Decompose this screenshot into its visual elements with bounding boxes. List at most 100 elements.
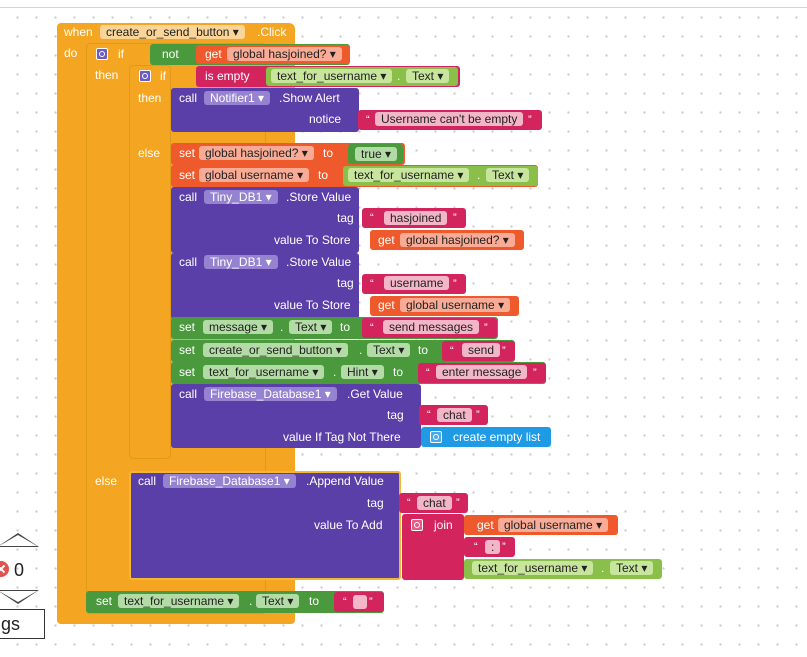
call-label: call [179,91,198,105]
quote-open: “ [450,345,454,357]
text-literal-field[interactable]: chat [437,408,472,422]
variable-dropdown[interactable]: global username ▾ [498,518,609,532]
when-label: when [64,25,93,39]
event-component-dropdown[interactable]: create_or_send_button ▾ [100,25,245,39]
method-name: .Append Value [306,474,384,488]
gear-icon[interactable] [96,48,108,60]
text-literal-field[interactable]: : [485,540,501,554]
variable-name: global username [205,168,294,182]
component-dropdown[interactable]: Tiny_DB1 ▾ [204,190,278,204]
dropdown-arrow-icon: ▾ [498,298,505,312]
component-name: text_for_username [354,168,455,182]
dropdown-arrow-icon: ▾ [517,168,524,182]
dropdown-arrow-icon: ▾ [380,69,387,83]
quote-open: “ [370,322,374,334]
component-dropdown[interactable]: text_for_username ▾ [118,594,240,608]
value-if-not-there-label: value If Tag Not There [283,430,401,444]
error-icon[interactable] [0,561,9,577]
dropdown-arrow-icon: ▾ [261,320,268,334]
create-empty-list-block[interactable] [421,427,551,447]
property-name: Text [262,594,285,608]
then-label-inner: then [138,91,162,105]
call-label: call [179,387,198,401]
text-literal-field[interactable]: chat [417,496,452,510]
warning-prev-arrow-icon[interactable] [0,533,39,547]
text-literal-field[interactable]: username [384,276,450,290]
tag-label: tag [367,496,384,510]
property-dropdown[interactable]: Text ▾ [289,320,333,334]
get-label: get [378,233,395,247]
call-firebase-append-value[interactable] [129,471,401,580]
gear-icon[interactable] [139,70,151,82]
property-dropdown[interactable]: Text ▾ [256,594,300,608]
set-label: set [179,168,196,182]
gear-icon[interactable] [430,431,442,443]
method-name: .Store Value [286,190,352,204]
dropdown-arrow-icon: ▾ [581,561,588,575]
tag-label: tag [337,211,354,225]
variable-dropdown-hasjoined[interactable]: global hasjoined? ▾ [227,47,342,61]
do-label: do [64,46,78,60]
component-dropdown[interactable]: text_for_username ▾ [271,69,393,83]
component-dropdown[interactable]: text_for_username ▾ [472,561,594,575]
dropdown-arrow-icon: ▾ [371,365,378,379]
quote-close: ” [502,345,506,357]
variable-dropdown[interactable]: global hasjoined? ▾ [199,146,314,160]
property-dropdown[interactable]: Text ▾ [486,168,530,182]
else-label-outer: else [95,474,118,488]
quote-open: “ [474,541,478,553]
variable-dropdown[interactable]: global username ▾ [400,298,511,312]
component-dropdown[interactable]: Notifier1 ▾ [204,91,271,105]
text-literal-field[interactable]: Username can't be empty [375,112,524,126]
property-dropdown[interactable]: Text ▾ [610,561,654,575]
dropdown-arrow-icon: ▾ [398,343,405,357]
call-label: call [179,190,198,204]
component-name: Tiny_DB1 [210,255,263,269]
dropdown-arrow-icon: ▾ [320,320,327,334]
call-label: call [179,255,198,269]
component-dropdown[interactable]: text_for_username ▾ [203,365,325,379]
text-literal-field[interactable]: send messages [383,320,480,334]
component-dropdown[interactable]: create_or_send_button ▾ [203,343,348,357]
variable-name: global username [504,518,593,532]
property-dropdown[interactable]: Text ▾ [406,69,450,83]
quote-close: ” [456,497,460,509]
component-dropdown[interactable]: Firebase_Database1 ▾ [163,474,296,488]
join-label: join [434,518,453,532]
warning-next-arrow-icon[interactable] [0,590,39,604]
gear-icon[interactable] [411,519,423,531]
text-literal-field[interactable]: enter message [436,365,528,379]
event-component-name: create_or_send_button [106,25,230,39]
variable-dropdown[interactable]: global username ▾ [199,168,310,182]
component-dropdown[interactable]: message ▾ [203,320,274,334]
if-block-inner[interactable] [129,65,171,459]
workspace-top-border [0,7,807,8]
if-label: if [118,47,124,61]
component-name: Tiny_DB1 [210,190,263,204]
to-label: to [393,365,404,379]
variable-dropdown[interactable]: global hasjoined? ▾ [400,233,515,247]
component-dropdown[interactable]: text_for_username ▾ [348,168,470,182]
quote-close: ” [528,114,532,126]
dot-separator: . [280,320,284,334]
text-literal-field[interactable]: send [462,343,501,357]
component-dropdown[interactable]: Firebase_Database1 ▾ [204,387,337,401]
dot-separator: . [249,594,253,608]
quote-close: ” [502,541,506,553]
text-literal-field[interactable]: hasjoined [384,211,448,225]
dropdown-arrow-icon: ▾ [641,561,648,575]
dropdown-arrow-icon: ▾ [265,255,272,269]
show-warnings-button[interactable]: gs [0,609,45,639]
quote-close: ” [484,322,488,334]
value-to-store-label: value To Store [274,233,351,247]
call-label: call [138,474,157,488]
component-dropdown[interactable]: Tiny_DB1 ▾ [204,255,278,269]
boolean-dropdown[interactable]: true ▾ [355,147,398,161]
then-label-outer: then [95,68,119,82]
text-literal-field[interactable] [353,595,367,609]
property-dropdown[interactable]: Text ▾ [367,343,411,357]
dropdown-arrow-icon: ▾ [312,365,319,379]
quote-open: “ [343,596,347,608]
quote-open: “ [427,409,431,421]
property-dropdown[interactable]: Hint ▾ [341,365,384,379]
